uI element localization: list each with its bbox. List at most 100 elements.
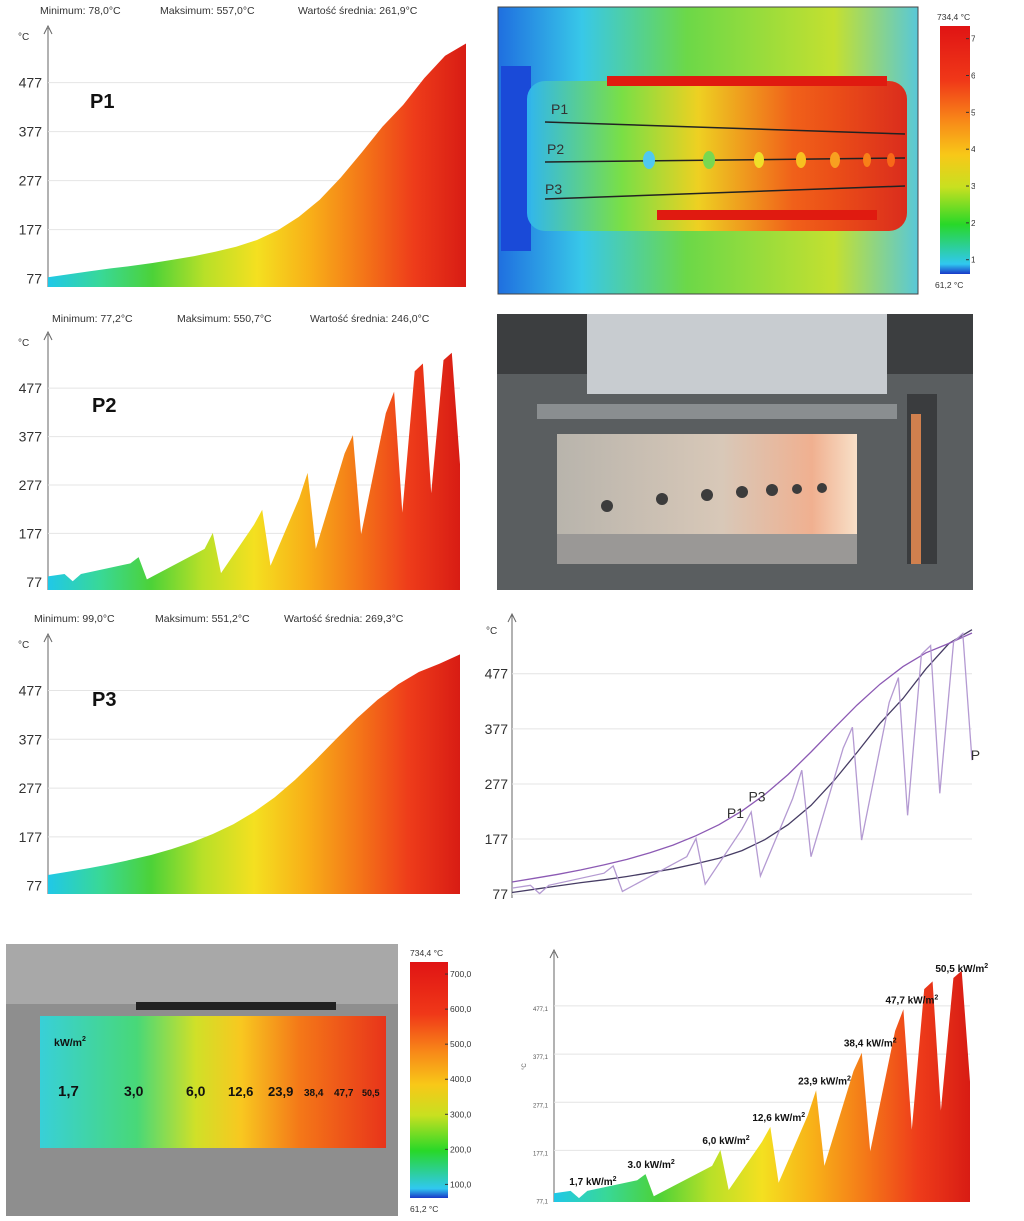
thermal-hot-strip-lower bbox=[657, 210, 877, 220]
y-tick-label: 277 bbox=[19, 780, 43, 796]
photo-hole bbox=[601, 500, 613, 512]
thermal-hole bbox=[703, 151, 715, 169]
photo-hole bbox=[656, 493, 668, 505]
profile-label-p3: P3 bbox=[92, 689, 116, 711]
line-label-p1: P1 bbox=[551, 101, 568, 117]
unit-label-p3: °C bbox=[18, 640, 29, 651]
y-tick-label: 477 bbox=[19, 75, 43, 91]
thermal-hole bbox=[796, 152, 806, 168]
thermal-hole bbox=[830, 152, 840, 168]
unit-label-p2: °C bbox=[18, 338, 29, 349]
colorbar-tick-label: 600,0 bbox=[971, 71, 975, 81]
profile-line-p3 bbox=[544, 185, 906, 200]
series-label-p3: P3 bbox=[748, 789, 765, 805]
y-tick-label: 77,1 bbox=[536, 1200, 548, 1206]
colorbar-min-bottom: 61,2 °C bbox=[410, 1204, 438, 1214]
thermal-hot-strip-upper bbox=[607, 76, 887, 86]
y-tick-label: 477,1 bbox=[533, 1007, 549, 1013]
y-axis-combined: 77 177 277 377 477 bbox=[485, 612, 972, 902]
colorbar-tick-label: 500,0 bbox=[450, 1039, 472, 1049]
colorbar-bottom bbox=[410, 962, 448, 1198]
y-tick-label: 77 bbox=[26, 271, 42, 287]
flux-annotation: 50,5 kW/m2 bbox=[935, 963, 988, 975]
photo-heater-panel bbox=[587, 314, 887, 394]
stat-avg-p1: Wartość średnia: 261,9°C bbox=[298, 5, 418, 17]
y-tick-label: 377 bbox=[485, 721, 509, 737]
colorbar-tick-label: 600,0 bbox=[450, 1004, 472, 1014]
flux-values-bottom: 1,7 3,0 6,0 12,6 23,9 38,4 47,7 50,5 bbox=[58, 1083, 380, 1100]
y-tick-label: 377 bbox=[19, 124, 43, 140]
profile-chart-p2-svg: Minimum: 77,2°C Maksimum: 550,7°C Wartoś… bbox=[18, 313, 460, 590]
flux-annotation: 47,7 kW/m2 bbox=[885, 994, 938, 1006]
thermal-beam bbox=[527, 81, 907, 231]
y-tick-label: 77 bbox=[492, 886, 508, 902]
flux-annotation: 6,0 kW/m2 bbox=[702, 1135, 749, 1147]
flux-value: 47,7 bbox=[334, 1088, 354, 1099]
thermogram-top: P1 P2 P3 734,4 °C 61,2 °C 700,0 600,0 500,… bbox=[497, 6, 975, 296]
photo-hole bbox=[792, 484, 802, 494]
unit-label-p1: °C bbox=[18, 32, 29, 43]
y-axis-arrow-icon bbox=[43, 24, 53, 35]
colorbar-tick-label: 200,0 bbox=[450, 1144, 472, 1154]
profile-chart-p2: Minimum: 77,2°C Maksimum: 550,7°C Wartoś… bbox=[10, 308, 480, 598]
colorbar-top bbox=[940, 26, 970, 274]
flux-value: 50,5 bbox=[362, 1088, 380, 1098]
area-p2 bbox=[48, 352, 460, 590]
unit-label-flux: °C bbox=[522, 1063, 528, 1070]
colorbar-min-top: 61,2 °C bbox=[935, 280, 963, 290]
profile-chart-p3-svg: Minimum: 99,0°C Maksimum: 551,2°C Wartoś… bbox=[18, 613, 460, 894]
y-axis-arrow-icon bbox=[43, 632, 53, 643]
series-line-p1 bbox=[511, 629, 973, 894]
colorbar-max-bottom: 734,4 °C bbox=[410, 948, 443, 958]
colorbar-ticks-bottom: 700,0 600,0 500,0 400,0 300,0 200,0 100,0 bbox=[445, 969, 472, 1189]
y-tick-label: 377 bbox=[19, 731, 43, 747]
stat-min-p2: Minimum: 77,2°C bbox=[52, 313, 133, 325]
colorbar-max-top: 734,4 °C bbox=[937, 12, 970, 22]
flux-value: 1,7 bbox=[58, 1083, 79, 1100]
flux-annotation: 1,7 kW/m2 bbox=[569, 1176, 616, 1188]
stat-max-p3: Maksimum: 551,2°C bbox=[155, 613, 250, 625]
y-axis-arrow-icon bbox=[43, 330, 53, 341]
photo-beam bbox=[557, 434, 857, 534]
flux-profile-chart-svg: °C 77,1 177,1 277,1 377,1 477,1 1,7 kW/m2 3.0… bbox=[522, 948, 988, 1206]
thermal-cold-zone bbox=[501, 66, 531, 251]
profile-line-p1 bbox=[544, 121, 906, 135]
area-flux bbox=[554, 970, 970, 1202]
thermal-hole bbox=[863, 153, 871, 167]
flux-value: 6,0 bbox=[186, 1083, 206, 1099]
y-tick-label: 177,1 bbox=[533, 1151, 549, 1157]
y-tick-label: 277,1 bbox=[533, 1103, 549, 1109]
thermogram-bottom-svg: kW/m2 1,7 3,0 6,0 12,6 23,9 38,4 47,7 50,5 734,… bbox=[6, 944, 472, 1216]
series-label-p1: P1 bbox=[727, 805, 744, 821]
thermal-hole bbox=[887, 153, 895, 167]
flux-profile-chart: °C 77,1 177,1 277,1 377,1 477,1 1,7 kW/m2 3.0… bbox=[514, 930, 1022, 1216]
thermogram-top-svg: P1 P2 P3 734,4 °C 61,2 °C 700,0 600,0 500,… bbox=[497, 6, 975, 295]
thermal-hole bbox=[754, 152, 764, 168]
y-tick-label: 377,1 bbox=[533, 1055, 549, 1061]
photo-hole bbox=[701, 489, 713, 501]
colorbar-tick-label: 300,0 bbox=[450, 1109, 472, 1119]
y-tick-label: 77 bbox=[26, 878, 42, 894]
unit-label-combined: °C bbox=[486, 626, 497, 637]
flux-value: 3,0 bbox=[124, 1083, 144, 1099]
area-p3 bbox=[48, 654, 460, 894]
y-tick-label: 277 bbox=[485, 776, 509, 792]
stat-min-p3: Minimum: 99,0°C bbox=[34, 613, 115, 625]
stat-avg-p2: Wartość średnia: 246,0°C bbox=[310, 313, 430, 325]
colorbar-tick-label: 700,0 bbox=[971, 34, 975, 44]
flux-annotation: 23,9 kW/m2 bbox=[798, 1075, 851, 1087]
profile-chart-p3: Minimum: 99,0°C Maksimum: 551,2°C Wartoś… bbox=[10, 608, 480, 900]
colorbar-tick-label: 300,0 bbox=[971, 181, 975, 191]
y-tick-label: 77 bbox=[26, 574, 42, 590]
y-tick-label: 377 bbox=[19, 429, 43, 445]
colorbar-tick-label: 100,0 bbox=[450, 1179, 472, 1189]
flux-value: 12,6 bbox=[228, 1084, 253, 1099]
y-tick-label: 277 bbox=[19, 173, 43, 189]
profile-label-p2: P2 bbox=[92, 395, 116, 417]
lines-combined bbox=[511, 629, 973, 895]
colorbar-tick-label: 500,0 bbox=[971, 107, 975, 117]
flux-unit-label: kW/m2 bbox=[54, 1036, 86, 1049]
